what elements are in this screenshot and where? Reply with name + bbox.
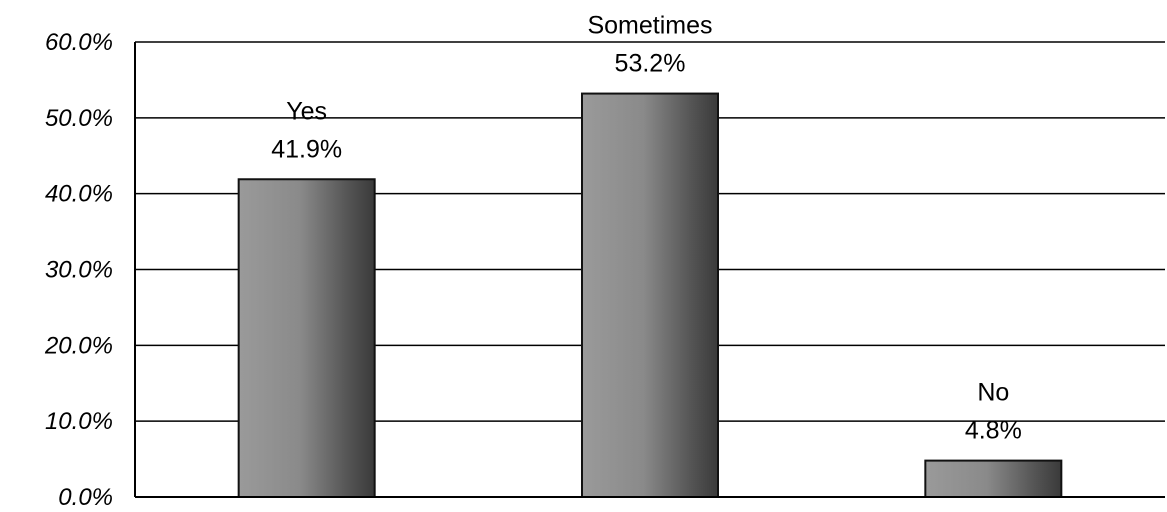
y-tick-label: 40.0%	[45, 181, 113, 208]
y-tick-label: 10.0%	[45, 408, 113, 435]
y-tick-label: 20.0%	[44, 332, 113, 359]
y-tick-label: 50.0%	[45, 105, 113, 132]
value-label: 53.2%	[615, 50, 686, 78]
y-tick-label: 30.0%	[45, 257, 113, 284]
y-tick-label: 0.0%	[58, 484, 113, 511]
category-label: Yes	[286, 97, 327, 125]
y-tick-label: 60.0%	[45, 29, 113, 56]
bar-no	[924, 459, 1063, 499]
bar-sometimes	[581, 92, 719, 498]
category-label: No	[977, 379, 1009, 407]
bar-yes	[237, 178, 376, 498]
data-labels: Yes 41.9% Sometimes 53.2% No 4.8%	[271, 12, 1022, 445]
category-label: Sometimes	[587, 12, 712, 40]
y-axis-tick-labels: 0.0% 10.0% 20.0% 30.0% 40.0% 50.0% 60.0%	[44, 29, 113, 511]
value-label: 41.9%	[271, 135, 342, 163]
bars	[237, 92, 1063, 499]
value-label: 4.8%	[965, 417, 1022, 445]
